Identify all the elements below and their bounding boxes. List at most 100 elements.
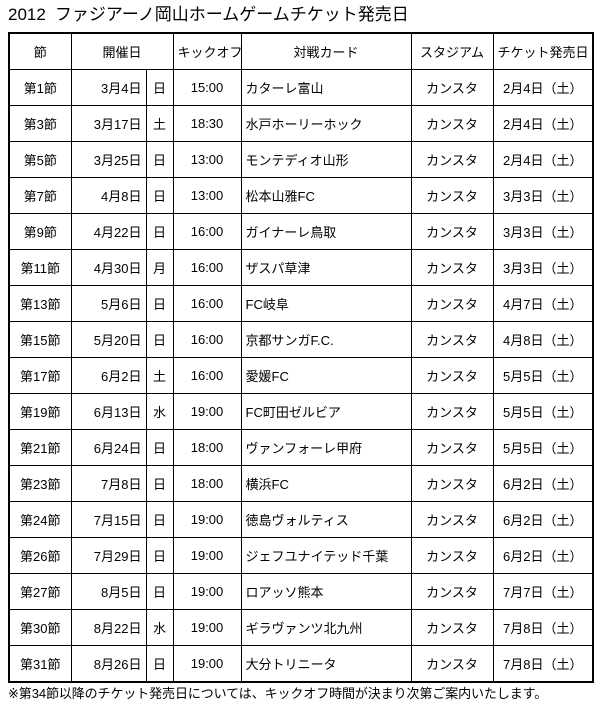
cell-sale-date: 5月5日（土） — [492, 429, 594, 466]
cell-section: 第9節 — [8, 213, 72, 250]
cell-day-of-week: 日 — [145, 501, 174, 538]
page-title-year: 2012 — [8, 5, 46, 24]
cell-date: 7月29日 — [70, 537, 147, 574]
cell-match: FC岐阜 — [240, 285, 412, 322]
cell-stadium: カンスタ — [410, 285, 494, 322]
table-row: 第13節 5月6日日 16:00 FC岐阜 カンスタ 4月7日（土） — [8, 285, 594, 322]
cell-sale-date: 4月7日（土） — [492, 285, 594, 322]
cell-section: 第11節 — [8, 249, 72, 286]
cell-section: 第17節 — [8, 357, 72, 394]
table-row: 第15節 5月20日日 16:00 京都サンガF.C. カンスタ 4月8日（土） — [8, 321, 594, 358]
cell-date: 6月2日 — [70, 357, 147, 394]
table-row: 第9節 4月22日日 16:00 ガイナーレ鳥取 カンスタ 3月3日（土） — [8, 213, 594, 250]
table-row: 第17節 6月2日土 16:00 愛媛FC カンスタ 5月5日（土） — [8, 357, 594, 394]
table-header: 節 開催日 キックオフ 対戦カード スタジアム チケット発売日 — [8, 32, 594, 70]
cell-date: 5月20日 — [70, 321, 147, 358]
cell-stadium: カンスタ — [410, 645, 494, 683]
cell-section: 第30節 — [8, 609, 72, 646]
table-row: 第1節 3月4日日 15:00 カターレ富山 カンスタ 2月4日（土） — [8, 69, 594, 106]
cell-day-of-week: 月 — [145, 249, 174, 286]
page-title-text: ファジアーノ岡山ホームゲームチケット発売日 — [54, 5, 409, 24]
cell-day-of-week: 水 — [145, 393, 174, 430]
ticket-schedule-table: 節 開催日 キックオフ 対戦カード スタジアム チケット発売日 第1節 3月4日日… — [8, 32, 595, 683]
cell-kickoff: 19:00 — [172, 393, 242, 430]
cell-stadium: カンスタ — [410, 213, 494, 250]
cell-day-of-week: 日 — [145, 69, 174, 106]
cell-sale-date: 2月4日（土） — [492, 69, 594, 106]
cell-sale-date: 7月8日（土） — [492, 609, 594, 646]
cell-day-of-week: 日 — [145, 177, 174, 214]
cell-stadium: カンスタ — [410, 249, 494, 286]
cell-kickoff: 16:00 — [172, 285, 242, 322]
cell-stadium: カンスタ — [410, 177, 494, 214]
cell-section: 第19節 — [8, 393, 72, 430]
cell-match: 徳島ヴォルティス — [240, 501, 412, 538]
cell-date: 4月22日 — [70, 213, 147, 250]
cell-day-of-week: 日 — [145, 321, 174, 358]
cell-match: 愛媛FC — [240, 357, 412, 394]
cell-stadium: カンスタ — [410, 321, 494, 358]
column-header-match: 対戦カード — [240, 32, 412, 70]
cell-match: 横浜FC — [240, 465, 412, 502]
cell-sale-date: 3月3日（土） — [492, 249, 594, 286]
cell-sale-date: 3月3日（土） — [492, 213, 594, 250]
table-row: 第23節 7月8日日 18:00 横浜FC カンスタ 6月2日（土） — [8, 465, 594, 502]
table-row: 第27節 8月5日日 19:00 ロアッソ熊本 カンスタ 7月7日（土） — [8, 573, 594, 610]
table-row: 第21節 6月24日日 18:00 ヴァンフォーレ甲府 カンスタ 5月5日（土） — [8, 429, 594, 466]
table-row: 第31節 8月26日日 19:00 大分トリニータ カンスタ 7月8日（土） — [8, 645, 594, 683]
table-row: 第3節 3月17日土 18:30 水戸ホーリーホック カンスタ 2月4日（土） — [8, 105, 594, 142]
cell-sale-date: 7月7日（土） — [492, 573, 594, 610]
cell-stadium: カンスタ — [410, 501, 494, 538]
cell-date: 5月6日 — [70, 285, 147, 322]
cell-match: カターレ富山 — [240, 69, 412, 106]
cell-section: 第1節 — [8, 69, 72, 106]
cell-stadium: カンスタ — [410, 609, 494, 646]
cell-section: 第23節 — [8, 465, 72, 502]
table-row: 第19節 6月13日水 19:00 FC町田ゼルビア カンスタ 5月5日（土） — [8, 393, 594, 430]
cell-section: 第15節 — [8, 321, 72, 358]
cell-match: ギラヴァンツ北九州 — [240, 609, 412, 646]
cell-match: FC町田ゼルビア — [240, 393, 412, 430]
cell-date: 8月22日 — [70, 609, 147, 646]
cell-day-of-week: 日 — [145, 213, 174, 250]
column-header-kickoff: キックオフ — [172, 32, 242, 70]
cell-date: 6月24日 — [70, 429, 147, 466]
cell-date: 8月26日 — [70, 645, 147, 683]
cell-date: 6月13日 — [70, 393, 147, 430]
cell-section: 第13節 — [8, 285, 72, 322]
cell-stadium: カンスタ — [410, 465, 494, 502]
cell-day-of-week: 日 — [145, 573, 174, 610]
column-header-section: 節 — [8, 32, 72, 70]
cell-day-of-week: 日 — [145, 429, 174, 466]
cell-kickoff: 18:00 — [172, 429, 242, 466]
cell-day-of-week: 日 — [145, 285, 174, 322]
cell-kickoff: 19:00 — [172, 645, 242, 683]
cell-date: 7月15日 — [70, 501, 147, 538]
table-row: 第5節 3月25日日 13:00 モンテディオ山形 カンスタ 2月4日（土） — [8, 141, 594, 178]
cell-section: 第3節 — [8, 105, 72, 142]
column-header-stadium: スタジアム — [410, 32, 494, 70]
cell-day-of-week: 水 — [145, 609, 174, 646]
cell-match: 松本山雅FC — [240, 177, 412, 214]
cell-kickoff: 15:00 — [172, 69, 242, 106]
column-header-date: 開催日 — [70, 32, 174, 70]
cell-date: 4月8日 — [70, 177, 147, 214]
cell-date: 8月5日 — [70, 573, 147, 610]
cell-kickoff: 16:00 — [172, 249, 242, 286]
cell-match: ガイナーレ鳥取 — [240, 213, 412, 250]
cell-section: 第27節 — [8, 573, 72, 610]
cell-sale-date: 7月8日（土） — [492, 645, 594, 683]
cell-day-of-week: 土 — [145, 105, 174, 142]
cell-sale-date: 2月4日（土） — [492, 105, 594, 142]
cell-section: 第26節 — [8, 537, 72, 574]
cell-sale-date: 3月3日（土） — [492, 177, 594, 214]
cell-kickoff: 16:00 — [172, 321, 242, 358]
cell-date: 7月8日 — [70, 465, 147, 502]
page-title: 2012 ファジアーノ岡山ホームゲームチケット発売日 — [8, 2, 409, 28]
table-row: 第11節 4月30日月 16:00 ザスパ草津 カンスタ 3月3日（土） — [8, 249, 594, 286]
cell-kickoff: 13:00 — [172, 177, 242, 214]
cell-stadium: カンスタ — [410, 537, 494, 574]
cell-match: ザスパ草津 — [240, 249, 412, 286]
cell-section: 第31節 — [8, 645, 72, 683]
